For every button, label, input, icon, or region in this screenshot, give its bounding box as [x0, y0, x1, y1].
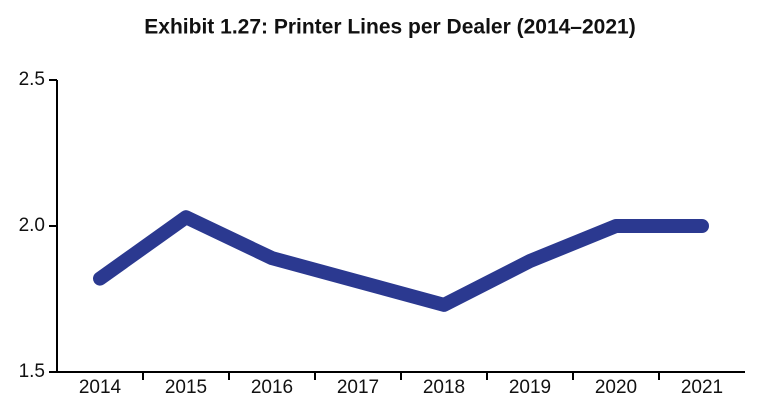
chart-title: Exhibit 1.27: Printer Lines per Dealer (… [144, 16, 635, 39]
x-tick-label: 2021 [681, 377, 723, 398]
x-tick-label: 2019 [509, 377, 551, 398]
x-tick-label: 2014 [79, 377, 122, 398]
x-tick-label: 2020 [595, 377, 637, 398]
x-tick-label: 2016 [251, 377, 293, 398]
y-tick-label: 2.5 [19, 69, 45, 90]
y-tick-label: 1.5 [19, 361, 45, 382]
x-tick-label: 2015 [165, 377, 207, 398]
y-tick-label: 2.0 [19, 215, 45, 236]
x-tick-label: 2017 [337, 377, 379, 398]
data-line [93, 210, 709, 312]
x-tick-label: 2018 [423, 377, 465, 398]
